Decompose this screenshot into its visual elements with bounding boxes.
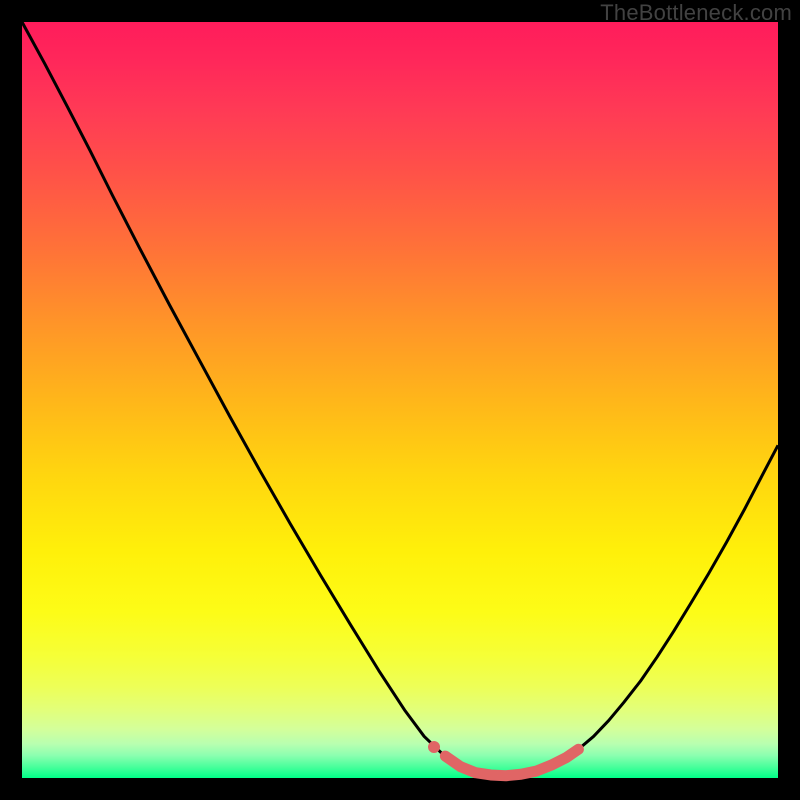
plot-area bbox=[22, 22, 778, 778]
watermark-text: TheBottleneck.com bbox=[600, 0, 792, 26]
highlight-entry-dot bbox=[428, 741, 440, 753]
chart-svg bbox=[0, 0, 800, 800]
chart-container: TheBottleneck.com bbox=[0, 0, 800, 800]
